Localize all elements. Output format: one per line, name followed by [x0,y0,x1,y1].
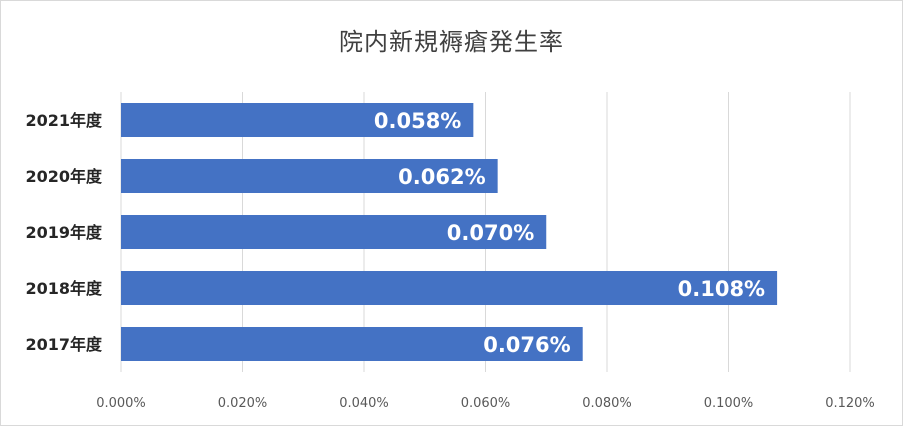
x-tick-label: 0.120% [825,396,875,411]
x-tick-label: 0.080% [582,396,632,411]
bar [121,159,498,193]
x-tick-label: 0.100% [704,396,754,411]
x-tick-label: 0.060% [461,396,511,411]
data-label: 0.058% [374,109,461,133]
bar [121,215,547,249]
bar [121,103,474,137]
chart-title: 院内新規褥瘡発生率 [339,28,564,56]
category-label: 2019年度 [25,223,103,242]
category-label: 2018年度 [25,279,103,298]
category-label: 2020年度 [25,167,103,186]
bar [121,327,583,361]
data-label: 0.108% [678,277,765,301]
bars [121,103,778,361]
data-label: 0.062% [398,165,485,189]
x-tick-label: 0.000% [96,396,146,411]
bar [121,271,778,305]
x-axis-ticks: 0.000% 0.020% 0.040% 0.060% 0.080% 0.100% 0.12… [96,396,875,411]
x-tick-label: 0.020% [218,396,268,411]
category-label: 2021年度 [25,111,103,130]
data-label: 0.076% [483,333,570,357]
category-labels: 2021年度 2020年度 2019年度 2018年度 2017年度 [25,111,103,354]
x-tick-label: 0.040% [339,396,389,411]
category-label: 2017年度 [25,335,103,354]
data-labels: 0.058% 0.062% 0.070% 0.108% 0.076% [374,109,765,357]
data-label: 0.070% [447,221,534,245]
